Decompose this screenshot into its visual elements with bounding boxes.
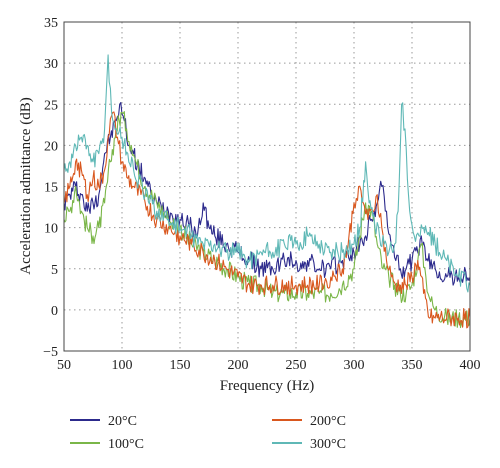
y-tick-label: 5 bbox=[51, 263, 58, 278]
y-tick-label: 20 bbox=[44, 139, 58, 154]
x-tick-label: 400 bbox=[460, 358, 481, 373]
legend-label: 200°C bbox=[310, 414, 346, 429]
grid bbox=[64, 22, 470, 351]
x-tick-label: 150 bbox=[170, 358, 191, 373]
plot-frame bbox=[63, 21, 471, 352]
series-group bbox=[63, 54, 471, 329]
series-line bbox=[63, 54, 471, 293]
series-line bbox=[63, 111, 471, 329]
x-tick-label: 50 bbox=[57, 358, 71, 373]
legend: 20°C 200°C 100°C 300°C bbox=[70, 414, 346, 452]
x-tick-label: 300 bbox=[344, 358, 365, 373]
x-tick-label: 200 bbox=[228, 358, 249, 373]
legend-label: 300°C bbox=[310, 437, 346, 452]
y-tick-label: −5 bbox=[43, 345, 58, 360]
y-tick-label: 15 bbox=[44, 181, 58, 196]
y-tick-label: 30 bbox=[44, 57, 58, 72]
x-tick-labels: 50 100 150 200 250 300 350 400 bbox=[57, 358, 481, 373]
y-tick-label: 10 bbox=[44, 222, 58, 237]
y-tick-label: 0 bbox=[51, 304, 58, 319]
y-tick-labels: −5 0 5 10 15 20 25 30 35 bbox=[43, 16, 58, 360]
y-tick-label: 25 bbox=[44, 98, 58, 113]
legend-label: 100°C bbox=[108, 437, 144, 452]
y-tick-label: 35 bbox=[44, 16, 58, 31]
y-axis-label: Acceleration admittance (dB) bbox=[18, 97, 34, 274]
x-axis-label: Frequency (Hz) bbox=[220, 378, 315, 394]
x-tick-label: 250 bbox=[286, 358, 307, 373]
x-tick-label: 350 bbox=[402, 358, 423, 373]
legend-label: 20°C bbox=[108, 414, 137, 429]
x-tick-label: 100 bbox=[112, 358, 133, 373]
